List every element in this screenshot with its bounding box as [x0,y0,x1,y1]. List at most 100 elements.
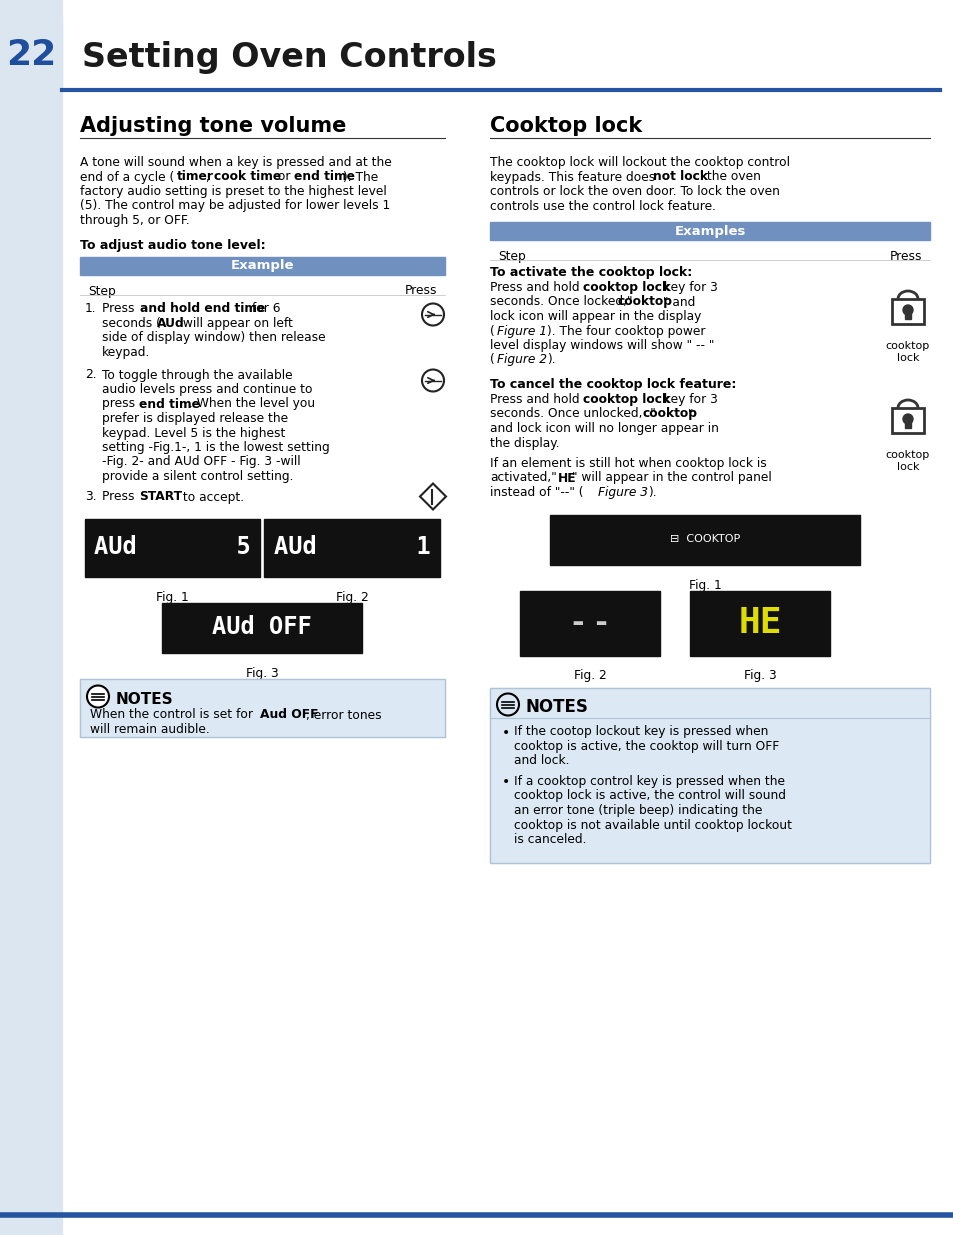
Text: . When the level you: . When the level you [189,398,314,410]
Text: or: or [274,170,294,184]
Bar [490,222,929,240]
Text: Fig. 1: Fig. 1 [688,578,720,592]
Text: side of display window) then release: side of display window) then release [102,331,325,345]
Text: Fig. 3: Fig. 3 [245,667,278,679]
Text: Cooktop lock: Cooktop lock [490,116,641,136]
Text: (: ( [490,325,495,337]
Bar [80,678,444,736]
Text: When the control is set for: When the control is set for [90,709,256,721]
Text: Press and hold: Press and hold [490,282,583,294]
Text: end of a cycle (: end of a cycle ( [80,170,174,184]
Text: START: START [139,490,182,504]
Circle shape [87,685,109,708]
Text: •: • [501,725,510,740]
Text: will remain audible.: will remain audible. [90,722,210,736]
Text: factory audio setting is preset to the highest level: factory audio setting is preset to the h… [80,185,386,198]
Text: HE: HE [738,606,781,640]
Text: cooktop: cooktop [642,408,698,420]
Text: Press and hold: Press and hold [490,393,583,406]
Text: Figure 3: Figure 3 [598,487,647,499]
Text: ). The four cooktop power: ). The four cooktop power [546,325,705,337]
Text: 22: 22 [6,38,56,72]
Text: AUd OFF: AUd OFF [212,615,312,640]
Bar [689,590,829,656]
Circle shape [902,414,912,424]
Text: and hold end time: and hold end time [140,303,265,315]
Text: is canceled.: is canceled. [514,832,586,846]
Text: ).: ). [647,487,656,499]
Text: -Fig. 2- and AUd OFF - Fig. 3 -will: -Fig. 2- and AUd OFF - Fig. 3 -will [102,456,300,468]
Bar [904,310,910,319]
Text: To adjust audio tone level:: To adjust audio tone level: [80,238,265,252]
Text: " and: " and [662,295,695,309]
Text: and lock.: and lock. [514,755,569,767]
Text: cooktop: cooktop [885,450,929,459]
Text: HE: HE [558,472,576,484]
Text: setting -Fig.1-, 1 is the lowest setting: setting -Fig.1-, 1 is the lowest setting [102,441,330,454]
Text: The cooktop lock will lockout the cooktop control: The cooktop lock will lockout the cookto… [490,156,789,169]
Text: key for 3: key for 3 [659,282,717,294]
Text: ). The: ). The [343,170,377,184]
Text: level display windows will show " -- ": level display windows will show " -- " [490,338,714,352]
Text: , error tones: , error tones [306,709,381,721]
Text: •: • [501,776,510,789]
Bar [891,299,923,324]
Text: seconds. Once locked,": seconds. Once locked," [490,295,632,309]
Bar [162,603,361,652]
Text: (5). The control may be adjusted for lower levels 1: (5). The control may be adjusted for low… [80,200,390,212]
Text: ,: , [206,170,213,184]
Text: NOTES: NOTES [525,698,588,715]
Text: controls or lock the oven door. To lock the oven: controls or lock the oven door. To lock … [490,185,779,198]
Bar [264,519,439,577]
Text: cooktop is active, the cooktop will turn OFF: cooktop is active, the cooktop will turn… [514,740,779,753]
Text: If the cootop lockout key is pressed when: If the cootop lockout key is pressed whe… [514,725,767,739]
Text: Setting Oven Controls: Setting Oven Controls [82,42,497,74]
Text: cooktop is not available until cooktop lockout: cooktop is not available until cooktop l… [514,819,791,831]
Text: To toggle through the available: To toggle through the available [102,368,293,382]
Text: (: ( [490,353,495,367]
Text: key for 3: key for 3 [659,393,717,406]
Text: lock: lock [896,353,919,363]
Text: Fig. 1: Fig. 1 [156,590,189,604]
Text: seconds (: seconds ( [102,317,161,330]
Text: instead of "--" (: instead of "--" ( [490,487,583,499]
Text: Example: Example [231,259,294,272]
Text: keypad. Level 5 is the highest: keypad. Level 5 is the highest [102,426,285,440]
Text: If a cooktop control key is pressed when the: If a cooktop control key is pressed when… [514,776,784,788]
Text: end time: end time [294,170,355,184]
Text: audio levels press and continue to: audio levels press and continue to [102,383,313,396]
Bar [85,519,260,577]
Text: 3.: 3. [85,490,96,504]
Text: the display.: the display. [490,436,559,450]
Text: Adjusting tone volume: Adjusting tone volume [80,116,346,136]
Bar [490,688,929,862]
Text: to accept.: to accept. [179,490,244,504]
Text: will appear on left: will appear on left [179,317,293,330]
Bar [519,590,659,656]
Text: and lock icon will no longer appear in: and lock icon will no longer appear in [490,422,719,435]
Bar [80,678,444,736]
Text: " will appear in the control panel: " will appear in the control panel [572,472,771,484]
Text: prefer is displayed release the: prefer is displayed release the [102,412,288,425]
Text: Fig. 3: Fig. 3 [742,669,776,683]
Text: seconds. Once unlocked,  ": seconds. Once unlocked, " [490,408,655,420]
Text: AUd       1: AUd 1 [274,536,430,559]
Text: end time: end time [139,398,200,410]
Text: To activate the cooktop lock:: To activate the cooktop lock: [490,266,692,279]
Text: lock: lock [896,462,919,472]
Text: 2.: 2. [85,368,96,382]
Text: cook time: cook time [213,170,281,184]
Text: Step: Step [497,249,525,263]
Text: ).: ). [546,353,555,367]
Text: Fig. 2: Fig. 2 [335,590,368,604]
Text: cooktop lock: cooktop lock [582,282,669,294]
Text: Aud OFF: Aud OFF [260,709,318,721]
Text: press: press [102,398,139,410]
Text: 1.: 1. [85,303,96,315]
Text: If an element is still hot when cooktop lock is: If an element is still hot when cooktop … [490,457,766,471]
Text: Examples: Examples [674,225,745,237]
Bar [0,0,62,1235]
Text: lock icon will appear in the display: lock icon will appear in the display [490,310,700,324]
Bar [490,688,929,862]
Text: Press: Press [404,284,436,298]
